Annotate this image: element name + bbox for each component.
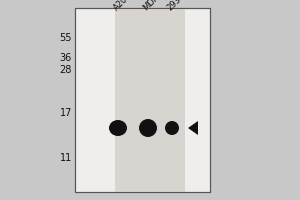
Text: 11: 11 (60, 153, 72, 163)
Ellipse shape (165, 121, 179, 135)
Text: 28: 28 (60, 65, 72, 75)
Bar (115, 8, 185, 192)
Bar (75, 8, 210, 192)
Text: A2058: A2058 (112, 0, 137, 12)
Text: 55: 55 (59, 33, 72, 43)
Text: 17: 17 (60, 108, 72, 118)
Bar (75, 8, 210, 192)
Text: 293: 293 (166, 0, 183, 12)
Polygon shape (188, 121, 198, 135)
Text: MDA-MB435: MDA-MB435 (142, 0, 184, 12)
Ellipse shape (109, 120, 127, 136)
Ellipse shape (139, 119, 157, 137)
Text: 36: 36 (60, 53, 72, 63)
